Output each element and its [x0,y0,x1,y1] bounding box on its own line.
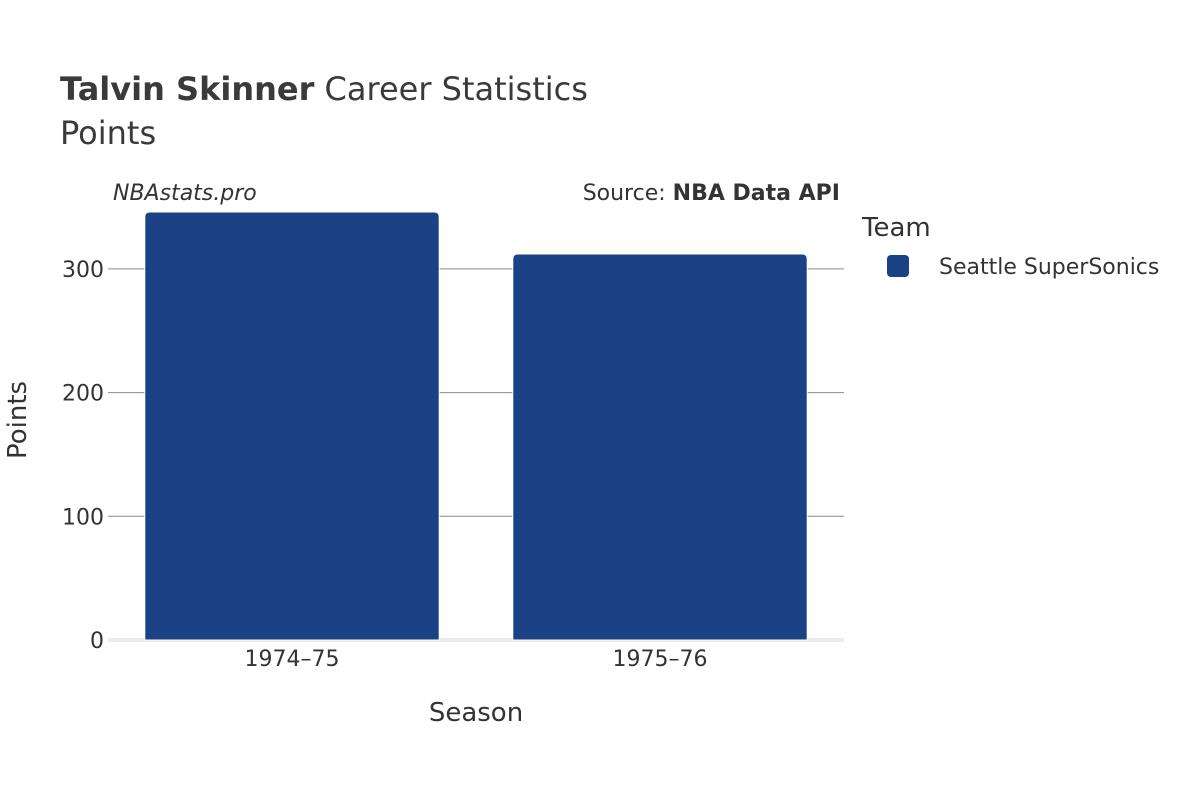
ticks-layer: 0 100 200 300 1974–75 1975–76 [62,258,707,672]
bars-layer [144,211,808,641]
bar [512,253,808,641]
chart-title-player: Talvin Skinner [60,70,315,108]
source-annotation: Source: NBA Data API [583,181,840,206]
chart-subtitle: Points [60,114,156,152]
source-prefix: Source: [583,181,673,206]
y-axis-title: Points [3,381,33,459]
y-tick-label: 200 [62,382,104,407]
legend-items: Seattle SuperSonics [887,255,1159,280]
y-tick-label: 0 [90,629,104,654]
x-tick-label: 1974–75 [245,647,340,672]
legend-swatch [887,255,909,277]
x-tick-label: 1975–76 [613,647,708,672]
legend-title: Team [861,213,931,243]
chart-title: Talvin Skinner Career Statistics [60,70,588,108]
source-name: NBA Data API [673,181,840,206]
legend-item-label: Seattle SuperSonics [939,255,1159,280]
x-axis-title: Season [429,698,523,728]
y-tick-label: 100 [62,505,104,530]
brand-annotation: NBAstats.pro [113,181,257,206]
y-tick-label: 300 [62,258,104,283]
chart-title-rest: Career Statistics [314,70,588,108]
legend: Team Seattle SuperSonics [861,213,1159,280]
bar [144,211,440,641]
